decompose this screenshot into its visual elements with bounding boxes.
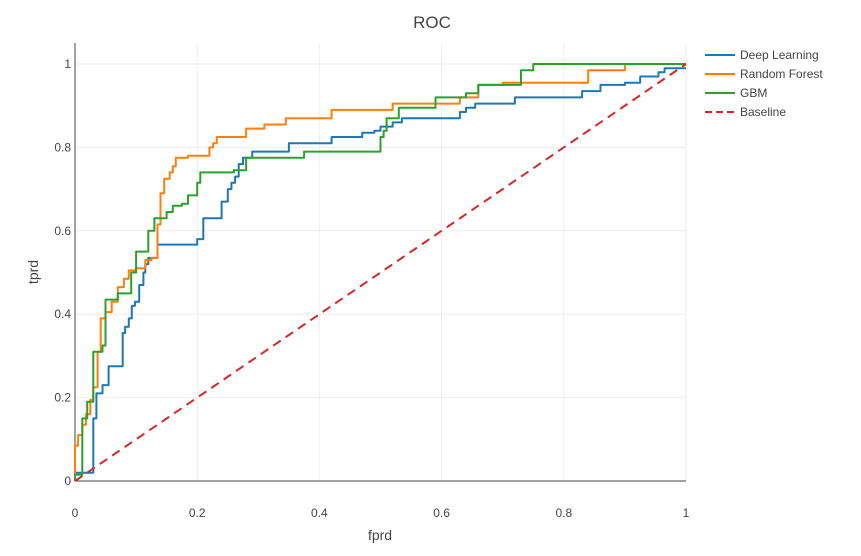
legend-item[interactable]: Random Forest [705, 67, 823, 81]
legend-label: Deep Learning [740, 48, 819, 62]
x-tick-label: 0.2 [189, 506, 206, 520]
y-tick-label: 0 [64, 474, 71, 488]
grid [75, 43, 687, 481]
series-group [74, 63, 687, 482]
series-line-random-forest [74, 63, 686, 481]
x-axis-ticks: 0 0.2 0.4 0.6 0.8 1 [72, 506, 690, 520]
y-tick-label: 0.4 [54, 307, 71, 321]
legend-label: Baseline [740, 105, 786, 119]
series-line-gbm [74, 63, 686, 481]
x-tick-label: 0.6 [433, 506, 450, 520]
y-tick-label: 1 [64, 57, 71, 71]
series-line-deep-learning [75, 67, 686, 474]
legend-item[interactable]: Baseline [705, 105, 786, 119]
legend-item[interactable]: Deep Learning [705, 48, 819, 62]
y-axis-title: tprd [25, 260, 41, 284]
x-tick-label: 0.8 [555, 506, 572, 520]
zero-lines [74, 43, 686, 482]
x-tick-label: 0.4 [311, 506, 328, 520]
y-axis-ticks: 0 0.2 0.4 0.6 0.8 1 [54, 57, 71, 488]
x-tick-label: 1 [683, 506, 690, 520]
chart-title: ROC [413, 13, 451, 32]
legend-label: GBM [740, 86, 767, 100]
legend-item[interactable]: GBM [705, 86, 767, 100]
y-tick-label: 0.8 [54, 140, 71, 154]
y-tick-label: 0.2 [54, 391, 71, 405]
legend-label: Random Forest [740, 67, 823, 81]
x-tick-label: 0 [72, 506, 79, 520]
series-line-baseline [74, 63, 687, 482]
x-axis-title: fprd [368, 527, 392, 543]
y-tick-label: 0.6 [54, 224, 71, 238]
legend: Deep Learning Random Forest GBM Baseline [705, 48, 823, 119]
